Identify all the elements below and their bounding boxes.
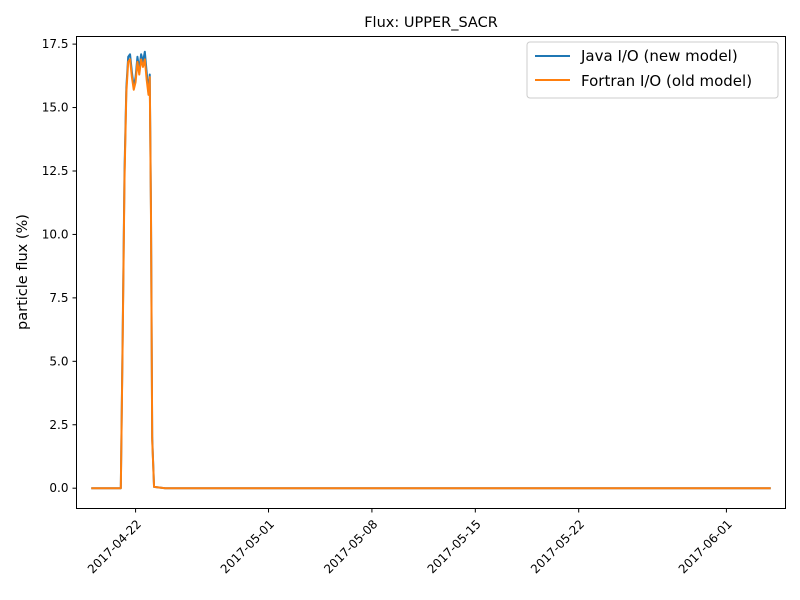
y-tick-label-0: 0.0 <box>49 481 68 495</box>
legend-label-java: Java I/O (new model) <box>580 47 738 65</box>
chart-title: Flux: UPPER_SACR <box>364 15 498 31</box>
series-layer <box>91 50 771 490</box>
y-tick-label-7: 17.5 <box>42 37 69 51</box>
series-line-1 <box>91 58 771 490</box>
x-tick-label-2: 2017-05-08 <box>321 517 380 576</box>
y-tick-label-2: 5.0 <box>49 354 68 368</box>
legend: Java I/O (new model) Fortran I/O (old mo… <box>526 41 779 99</box>
y-axis: 0.0 2.5 5.0 7.5 10.0 12.5 15.0 17.5 <box>42 37 77 495</box>
legend-label-fortran: Fortran I/O (old model) <box>581 72 752 90</box>
y-tick-label-6: 15.0 <box>42 101 69 115</box>
y-tick-label-3: 7.5 <box>49 291 68 305</box>
x-tick-label-5: 2017-06-01 <box>676 517 735 576</box>
legend-box <box>526 41 779 99</box>
plot-frame <box>76 36 786 509</box>
x-tick-label-4: 2017-05-22 <box>528 517 587 576</box>
y-tick-label-1: 2.5 <box>49 418 68 432</box>
series-line-0 <box>91 50 771 490</box>
y-axis-label: particle flux (%) <box>15 214 31 330</box>
y-tick-label-5: 12.5 <box>42 164 69 178</box>
x-axis: 2017-04-22 2017-05-01 2017-05-08 2017-05-15… <box>85 508 735 576</box>
y-tick-label-4: 10.0 <box>42 227 69 241</box>
x-tick-label-1: 2017-05-01 <box>218 517 277 576</box>
x-tick-label-0: 2017-04-22 <box>85 517 144 576</box>
x-tick-label-3: 2017-05-15 <box>425 517 484 576</box>
